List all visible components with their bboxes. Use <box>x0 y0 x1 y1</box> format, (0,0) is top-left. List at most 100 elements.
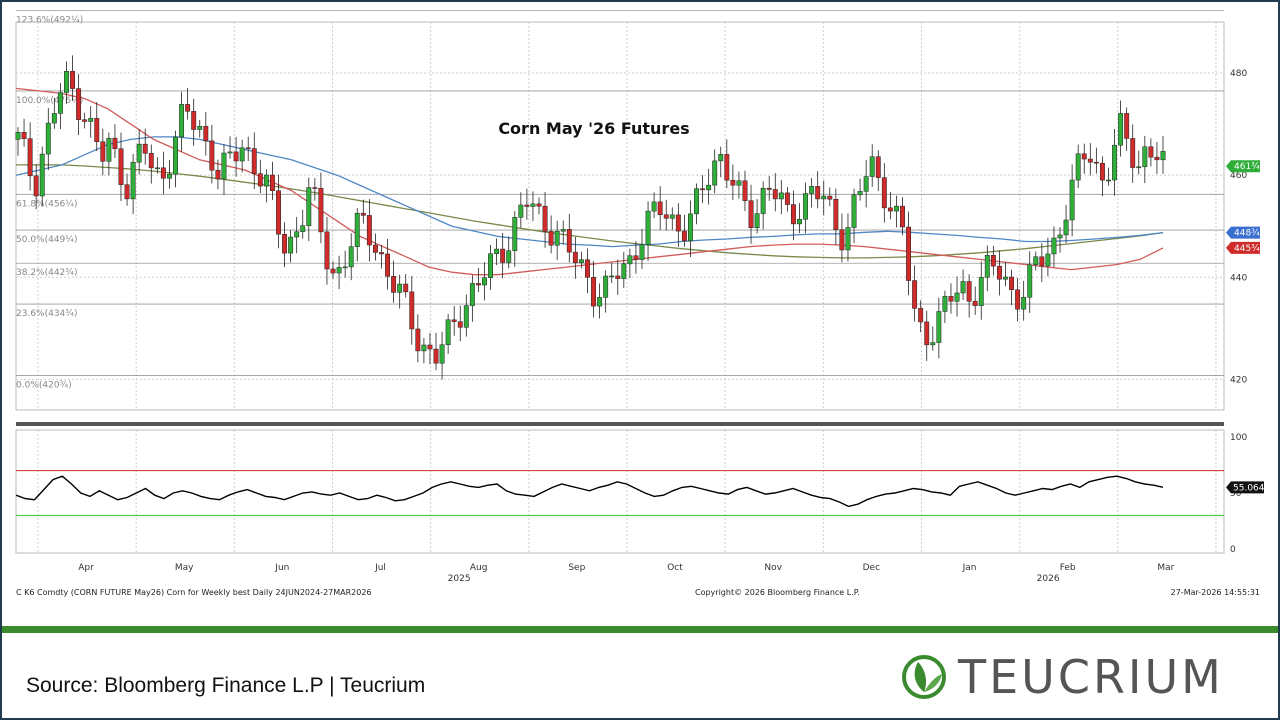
candle <box>482 262 487 301</box>
candle <box>797 203 802 234</box>
price-tag <box>1226 241 1260 254</box>
candle-body <box>457 321 463 328</box>
candle-body <box>936 311 942 343</box>
last-price-tags: 461¾ 448¾ 445¾ <box>1226 160 1260 254</box>
candle <box>1081 143 1087 174</box>
candle <box>1099 156 1105 197</box>
candle-body <box>330 268 336 274</box>
footer-copyright: Copyright© 2026 Bloomberg Finance L.P. <box>695 588 860 597</box>
candle-body <box>76 88 82 120</box>
candle <box>597 283 603 319</box>
month-label: Feb <box>1060 563 1076 573</box>
candle-body <box>1099 162 1105 181</box>
candle <box>385 238 391 290</box>
candle <box>457 305 463 342</box>
candle <box>185 88 191 120</box>
candle-body <box>1027 264 1033 298</box>
candle <box>233 136 239 177</box>
candle-body <box>996 265 1002 280</box>
candle-body <box>45 122 51 155</box>
candle <box>857 178 863 201</box>
candle <box>82 112 88 129</box>
candle <box>639 228 645 269</box>
candle-body <box>1003 276 1008 280</box>
candle-body <box>100 141 106 162</box>
footer-ticker: C K6 Comdty (CORN FUTURE May26) Corn for… <box>16 588 372 597</box>
candle <box>1003 262 1008 287</box>
candle-body <box>336 267 342 274</box>
candle <box>1106 167 1111 186</box>
candle-body <box>1015 289 1021 310</box>
candle <box>130 153 136 215</box>
grid <box>15 21 1225 426</box>
fib-label: 38.2%(442¾) <box>16 268 78 278</box>
panel-separator <box>16 422 1224 426</box>
candle-body <box>191 111 197 130</box>
candle-body <box>70 71 75 89</box>
candle <box>215 159 221 190</box>
price-tag-label: 461¾ <box>1234 162 1260 172</box>
candle-body <box>881 177 887 209</box>
candle <box>875 150 881 191</box>
candle <box>821 180 827 216</box>
candle <box>306 177 312 241</box>
candle <box>585 248 590 294</box>
candle-body <box>512 217 518 251</box>
candle <box>578 251 584 269</box>
candle-body <box>681 230 687 242</box>
candle <box>754 199 760 234</box>
price-tick-label: 460 <box>1230 171 1247 181</box>
candle <box>421 338 427 364</box>
candle-body <box>724 154 730 181</box>
candle-body <box>778 192 784 200</box>
candle-body <box>560 229 566 232</box>
candle-body <box>276 190 281 235</box>
candle-body <box>1045 253 1051 267</box>
candle-body <box>439 344 445 364</box>
candle <box>379 244 384 269</box>
fib-label: 23.6%(434¾) <box>16 309 78 319</box>
candle <box>312 178 318 201</box>
candle <box>336 255 342 290</box>
candle-body <box>106 137 112 162</box>
candle-body <box>639 244 645 260</box>
candle <box>724 139 730 189</box>
candle-body <box>930 342 936 346</box>
candle <box>15 127 21 156</box>
candle <box>1069 164 1075 237</box>
candle-body <box>203 126 209 142</box>
candle <box>603 270 609 313</box>
candle-body <box>179 104 185 138</box>
candle-body <box>1106 179 1111 182</box>
candle <box>984 245 990 292</box>
rsi-panel: 0 50 100 55.0642 <box>15 429 1270 555</box>
candle <box>415 314 421 363</box>
candle <box>451 305 457 336</box>
candle-body <box>591 277 596 307</box>
candle-body <box>736 180 742 186</box>
candle <box>694 183 699 225</box>
candle-body <box>754 213 760 228</box>
candle-body <box>845 227 851 251</box>
candle-body <box>742 180 748 201</box>
candle <box>475 268 481 292</box>
candle-body <box>475 283 481 286</box>
candle-body <box>912 280 918 309</box>
candle <box>1130 124 1136 183</box>
candle-body <box>33 175 39 197</box>
candle-body <box>300 225 306 232</box>
candle-body <box>839 229 845 251</box>
candle <box>324 216 330 285</box>
month-label: Mar <box>1157 563 1174 573</box>
candle-body <box>875 156 881 178</box>
candle <box>930 326 936 351</box>
candle <box>239 139 245 173</box>
candle <box>681 214 687 247</box>
candle-body <box>39 153 45 197</box>
candle <box>500 232 506 279</box>
candle-body <box>706 184 712 191</box>
candle <box>1051 226 1057 268</box>
candle-body <box>403 283 409 293</box>
candle <box>118 132 124 201</box>
price-tag <box>1226 226 1260 239</box>
